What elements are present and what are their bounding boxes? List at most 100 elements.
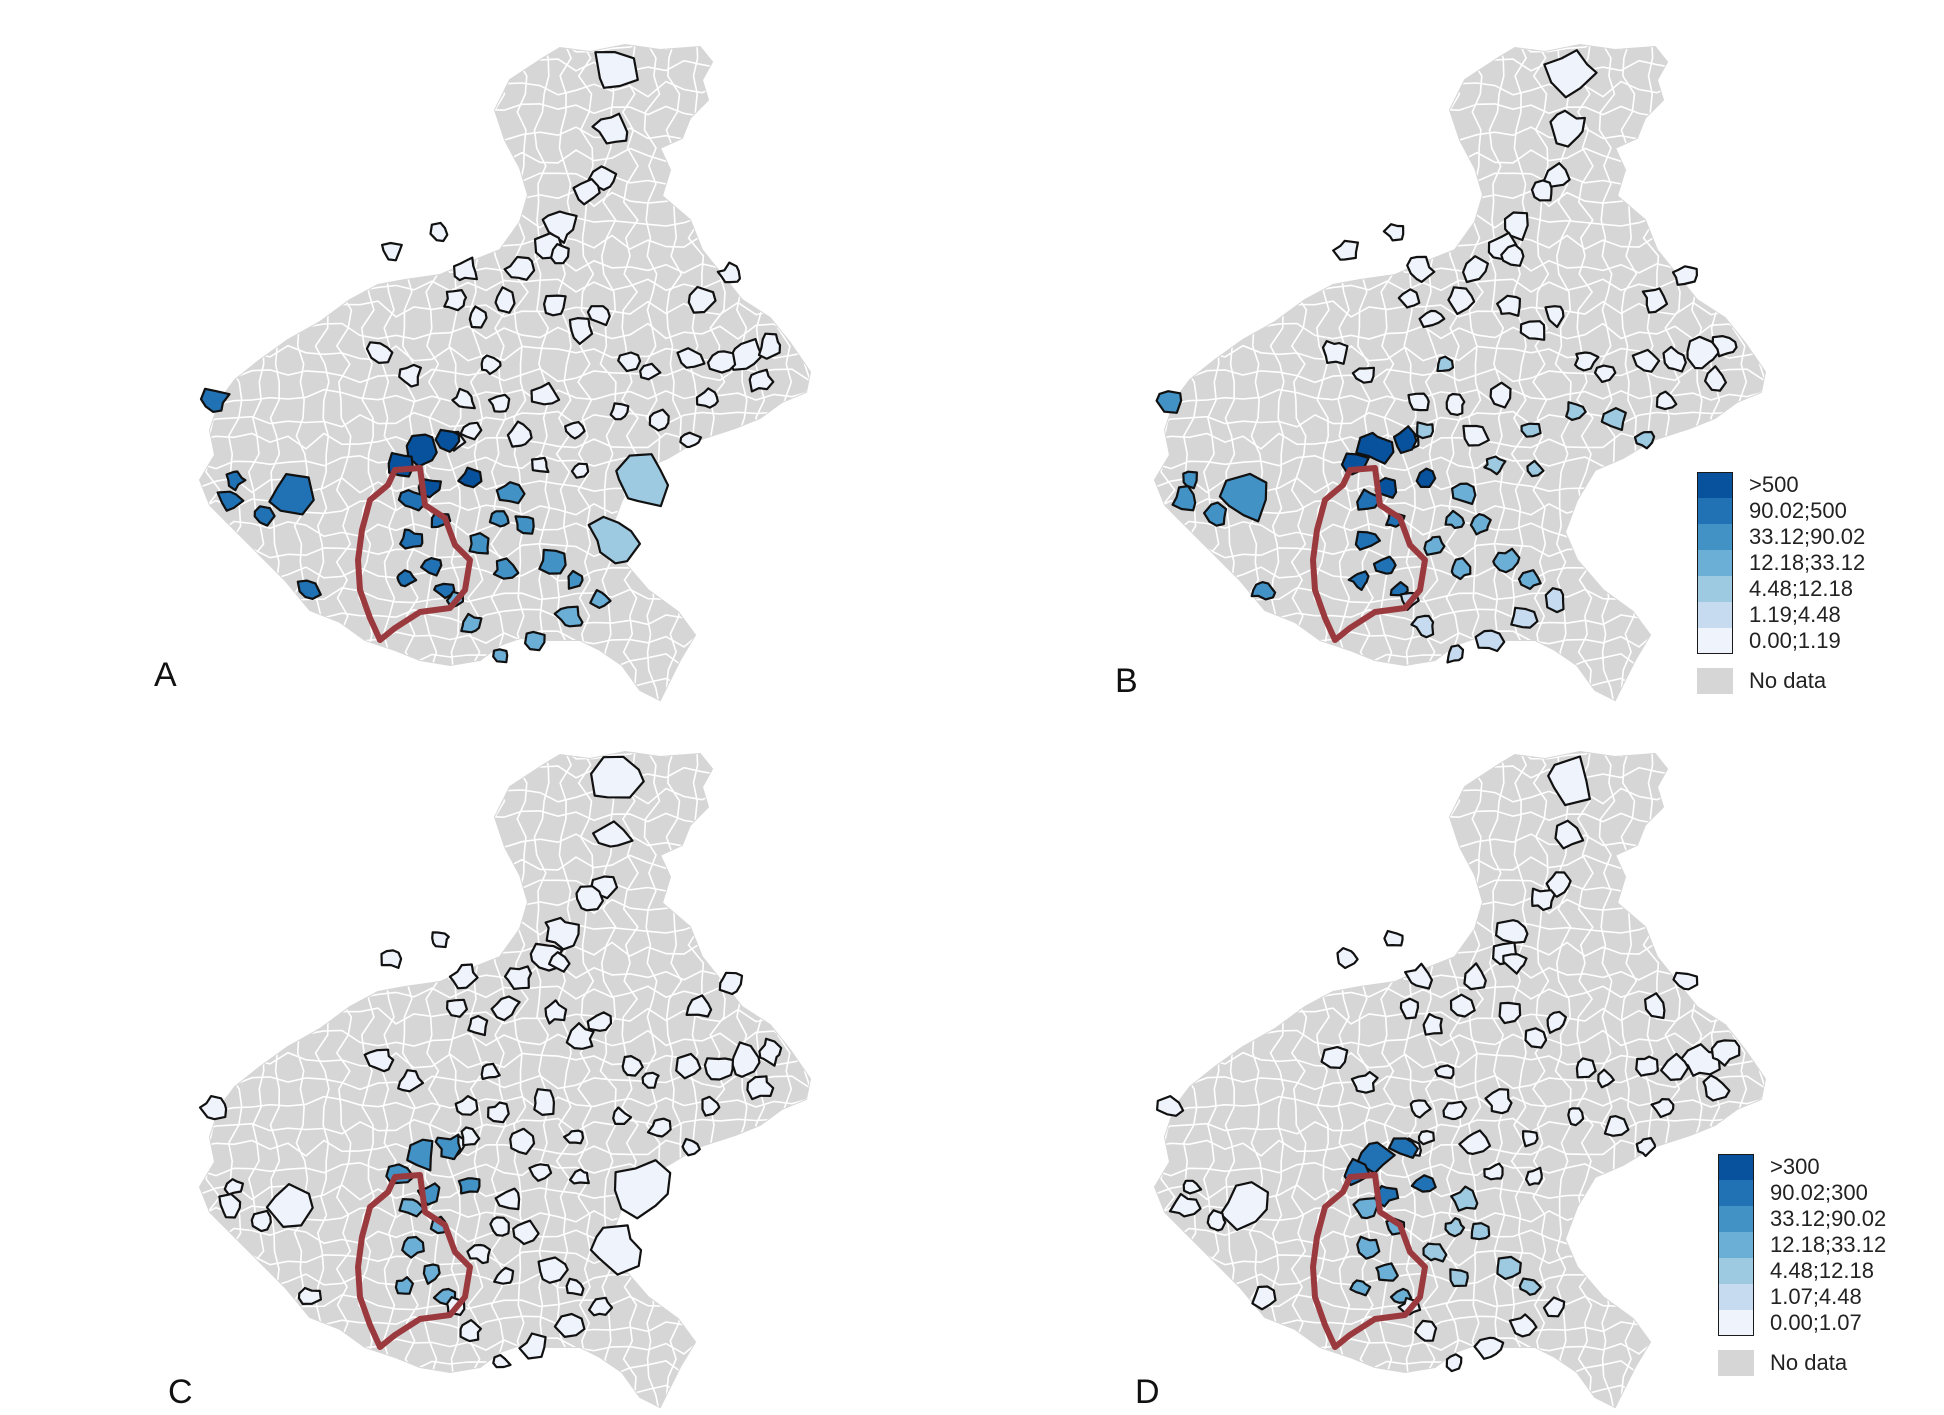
municipality-spread [1521,1130,1539,1148]
municipality-east [675,1052,702,1080]
municipality-core [405,433,438,468]
legend-label: 0.00;1.19 [1749,628,1841,653]
municipality-core [1392,425,1418,455]
legend-swatch [1697,576,1733,602]
municipality-north [1502,953,1528,975]
municipality-padova [538,548,567,575]
municipality-core [406,1138,434,1172]
municipality-north [544,999,568,1025]
legend-d-nodata: No data [1718,1350,1886,1376]
municipality-north [530,381,561,406]
municipality-south [518,1332,547,1360]
municipality-north [589,755,645,799]
municipality-north [1573,351,1600,372]
municipality-north [1418,309,1446,329]
legend-swatch [1718,1180,1754,1206]
municipality-north [1462,424,1490,447]
municipality-north [1462,255,1490,284]
municipality-spread [530,456,550,474]
nodata-label: No data [1749,668,1827,693]
municipality-west [198,1095,228,1121]
municipality-south [553,1312,586,1339]
municipality-east [1650,1098,1675,1119]
municipality-spread [609,402,630,421]
municipality-west [265,1183,314,1229]
municipality-verona [396,569,418,588]
municipality-north [641,1071,660,1089]
legend-label: 12.18;33.12 [1749,550,1866,575]
municipality-spread [1483,1162,1504,1181]
municipality-north [1544,305,1565,328]
municipality-north [381,241,403,262]
municipality-spread [562,1129,585,1145]
legend-label: >300 [1770,1154,1820,1179]
municipality-padova [494,1187,521,1211]
municipality-east [716,261,742,284]
municipality-padova [1517,569,1542,591]
municipality-north [1541,162,1571,188]
legend-label: 12.18;33.12 [1770,1232,1887,1257]
municipality-north [398,363,422,388]
municipality-north [572,178,601,206]
municipality-west [1203,501,1228,527]
municipality-lagoon [615,453,670,508]
municipality-east [1702,1074,1731,1102]
legend-label: 1.07;4.48 [1770,1284,1862,1309]
municipality-east [1643,992,1666,1020]
municipality-padova [1423,535,1446,556]
municipality-spread [646,1117,672,1138]
map-layer [1153,43,1767,702]
municipality-north [1445,392,1466,416]
legend-swatch [1718,1232,1754,1258]
municipality-north [617,351,642,373]
legend-swatch [1697,472,1733,498]
legend-row: 12.18;33.12 [1697,550,1865,576]
municipality-east [1641,287,1669,314]
municipality-north [533,1088,556,1116]
municipality-spread [460,1126,481,1147]
municipality-south [1410,614,1435,639]
legend-swatch [1697,524,1733,550]
municipality-spread [1565,401,1587,421]
municipality-north [443,289,468,312]
municipality-verona [1356,488,1380,511]
municipality-spread [480,1062,501,1081]
municipality-north [1409,1099,1432,1119]
legend-swatch [1718,1206,1754,1232]
highlight-outline [355,465,473,643]
municipality-north [1422,1012,1443,1036]
municipality-west [1155,390,1183,414]
map-panel-a: A [0,0,972,708]
municipality-core [1415,467,1437,488]
municipality-north [1554,819,1585,850]
municipality-verona [401,1235,425,1259]
municipality-north [1406,255,1436,283]
legend-label: 4.48;12.18 [1749,576,1853,601]
municipality-south [553,605,584,628]
municipality-north [467,1014,489,1037]
municipality-padova [1496,1255,1522,1281]
municipality-north [509,1127,536,1155]
municipality-padova [1444,509,1466,530]
municipality-padova [1518,1277,1542,1296]
legend-b: >500 90.02;500 33.12;90.02 12.18;33.12 4.48;… [1697,472,1865,694]
legend-d-classes: >300 90.02;300 33.12;90.02 12.18;33.12 4.48;… [1718,1154,1886,1336]
municipality-verona [1372,555,1397,575]
map-layer [198,43,812,702]
panel-label-b: B [1115,662,1138,700]
municipality-padova [468,532,490,555]
municipality-north [575,885,605,912]
municipality-west [1182,1179,1203,1195]
nodata-label: No data [1770,1350,1848,1375]
municipality-north [1320,1046,1349,1069]
highlight-outline [355,1172,473,1350]
municipality-north [1524,1027,1548,1049]
municipality-north [565,1022,595,1050]
municipality-south [1510,606,1539,629]
municipality-north [448,963,479,990]
legend-swatch [1697,550,1733,576]
municipality-core [434,428,461,453]
municipality-padova [1450,1185,1479,1212]
municipality-south [1544,587,1565,614]
legend-swatch [1697,602,1733,628]
